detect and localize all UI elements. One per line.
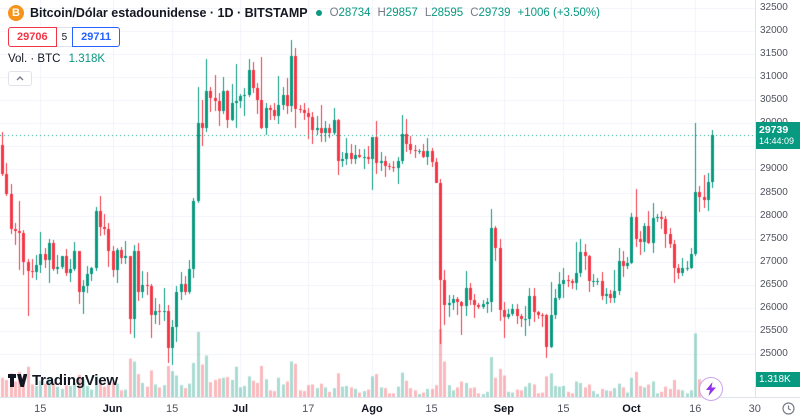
high-value: 29857 xyxy=(385,7,418,19)
price-tick-label: 28500 xyxy=(760,186,788,198)
time-axis-label: 17 xyxy=(302,403,315,415)
trade-buttons-row: 29706 5 29711 xyxy=(8,27,121,47)
price-tick-label: 27500 xyxy=(760,232,788,244)
time-axis-label: 30 xyxy=(748,403,761,415)
time-axis-label: 15 xyxy=(34,403,47,415)
chevron-up-icon xyxy=(16,76,24,81)
time-axis-label: Ago xyxy=(361,403,383,415)
price-tick-label: 25000 xyxy=(760,347,788,359)
price-tick-label: 25500 xyxy=(760,324,788,336)
instant-trading-flash-button[interactable] xyxy=(699,377,723,401)
price-tick-label: 29000 xyxy=(760,163,788,175)
time-axis-label: Jul xyxy=(232,403,249,415)
market-status-dot-icon xyxy=(315,10,322,16)
price-tick-label: 32000 xyxy=(760,25,788,37)
open-value: 28734 xyxy=(338,7,371,19)
time-scale[interactable]: 15 Jun 15 Jul 17 Ago 15 Sep 15 Oct 16 30 xyxy=(0,397,800,420)
high-label: H xyxy=(377,7,386,19)
clock-icon xyxy=(782,402,795,415)
tradingview-logo-text: TradingView xyxy=(32,372,118,389)
lightning-bolt-icon xyxy=(706,382,716,396)
legend-collapse-button[interactable] xyxy=(8,71,32,86)
current-volume-badge: 1.318K xyxy=(756,372,800,387)
volume-legend-row: Vol. · BTC 1.318K xyxy=(8,53,600,65)
buy-button[interactable]: 29711 xyxy=(72,27,121,47)
price-tick-label: 31000 xyxy=(760,71,788,83)
volume-label: Vol. · BTC xyxy=(8,53,61,65)
bar-countdown-timer: 14:44:09 xyxy=(759,136,795,146)
low-value: 28595 xyxy=(431,7,464,19)
price-tick-label: 27000 xyxy=(760,255,788,267)
price-scale[interactable]: 3250032000315003100030500300002950029000… xyxy=(755,0,800,397)
current-price-badge: 29739 14:44:09 xyxy=(756,122,800,149)
price-tick-label: 26000 xyxy=(760,301,788,313)
price-tick-label: 32500 xyxy=(760,2,788,14)
time-axis-label: Oct xyxy=(622,403,641,415)
ohlc-values: O28734 H29857 L28595 C29739 +1006 (+3.50… xyxy=(330,7,600,19)
tradingview-logo-icon xyxy=(8,374,27,387)
tradingview-logo[interactable]: TradingView xyxy=(8,372,118,389)
timezone-clock-button[interactable] xyxy=(782,402,795,418)
legend-title-row: B Bitcoin/Dólar estadounidense · 1D · BI… xyxy=(8,5,600,21)
bitcoin-icon: B xyxy=(8,5,24,21)
close-label: C xyxy=(470,7,479,19)
low-label: L xyxy=(424,7,432,19)
price-tick-label: 26500 xyxy=(760,278,788,290)
price-tick-label: 31500 xyxy=(760,48,788,60)
time-axis-label: Jun xyxy=(102,403,123,415)
time-axis-label: Sep xyxy=(493,403,514,415)
close-value: 29739 xyxy=(478,7,511,19)
change-value: +1006 (+3.50%) xyxy=(517,7,600,19)
open-label: O xyxy=(329,7,339,19)
time-axis-label: 15 xyxy=(425,403,438,415)
time-axis-label: 15 xyxy=(165,403,179,415)
spread-value: 5 xyxy=(56,27,73,47)
symbol-title[interactable]: Bitcoin/Dólar estadounidense · 1D · BITS… xyxy=(30,6,308,20)
sell-button[interactable]: 29706 xyxy=(8,27,57,47)
time-axis-label: 16 xyxy=(689,403,702,415)
time-axis-label: 15 xyxy=(557,403,570,415)
candlestick-chart-canvas[interactable] xyxy=(0,0,755,397)
chart-pane[interactable]: B Bitcoin/Dólar estadounidense · 1D · BI… xyxy=(0,0,755,397)
volume-value: 1.318K xyxy=(68,53,106,65)
price-tick-label: 28000 xyxy=(760,209,788,221)
chart-legend: B Bitcoin/Dólar estadounidense · 1D · BI… xyxy=(8,5,600,86)
price-tick-label: 30500 xyxy=(760,94,788,106)
current-price-value: 29739 xyxy=(759,124,789,136)
